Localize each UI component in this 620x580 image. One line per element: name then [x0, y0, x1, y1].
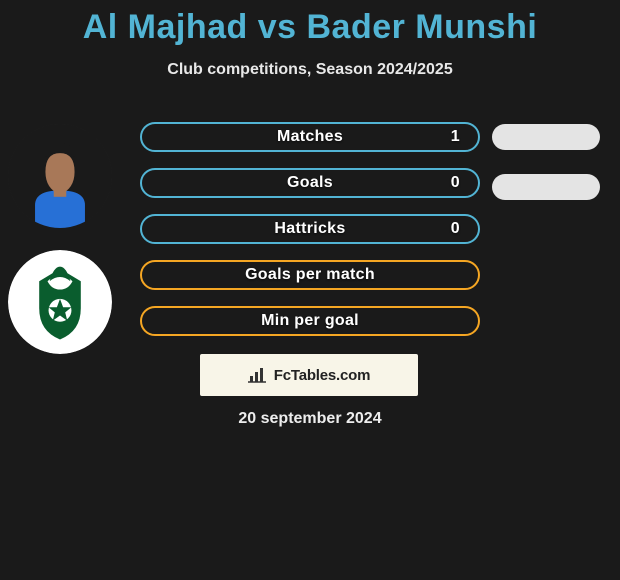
date-label: 20 september 2024 — [0, 410, 620, 428]
stat-bar-min-per-goal: Min per goal — [140, 306, 480, 336]
source-logo-text: FcTables.com — [274, 367, 371, 384]
stat-bar-goals: Goals 0 — [140, 168, 480, 198]
stat-label: Matches — [277, 128, 343, 146]
stat-label: Min per goal — [261, 312, 359, 330]
stats-bars: Matches 1 Goals 0 Hattricks 0 Goals per … — [140, 122, 480, 352]
stat-value: 1 — [451, 128, 460, 146]
page-title: Al Majhad vs Bader Munshi — [0, 0, 620, 47]
avatars-column — [8, 124, 112, 376]
bar-chart-icon — [248, 366, 270, 384]
stat-label: Goals — [287, 174, 333, 192]
stat-value: 0 — [451, 220, 460, 238]
source-logo-box: FcTables.com — [200, 354, 418, 396]
player2-avatar — [8, 250, 112, 354]
page-subtitle: Club competitions, Season 2024/2025 — [0, 61, 620, 79]
comparison-pill — [492, 174, 600, 200]
stat-bar-hattricks: Hattricks 0 — [140, 214, 480, 244]
player2-avatar-image — [8, 250, 112, 354]
pills-column — [492, 124, 600, 224]
stat-label: Goals per match — [245, 266, 375, 284]
stat-label: Hattricks — [274, 220, 345, 238]
stat-value: 0 — [451, 174, 460, 192]
player1-avatar-image — [8, 124, 112, 228]
comparison-pill — [492, 124, 600, 150]
player1-avatar — [8, 124, 112, 228]
stat-bar-matches: Matches 1 — [140, 122, 480, 152]
stat-bar-goals-per-match: Goals per match — [140, 260, 480, 290]
